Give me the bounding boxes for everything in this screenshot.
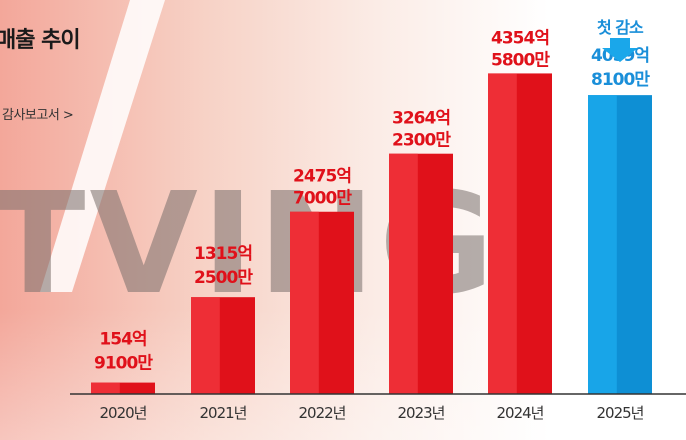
bar-highlight-3 bbox=[389, 153, 418, 394]
bar-highlight-2 bbox=[290, 211, 319, 394]
x-tick-label-4: 2024년 bbox=[497, 404, 544, 422]
value-label-line2-4: 5800만 bbox=[491, 50, 550, 70]
bar-highlight-5 bbox=[588, 95, 617, 395]
chart-title: 매출 추이 bbox=[0, 28, 81, 53]
bar-0 bbox=[91, 382, 155, 394]
x-tick-label-3: 2023년 bbox=[398, 404, 445, 422]
value-label-line2-0: 9100만 bbox=[94, 354, 153, 374]
x-tick-label-5: 2025년 bbox=[597, 404, 644, 422]
value-label-line1-3: 3264억 bbox=[392, 109, 450, 129]
source-link[interactable]: 감사보고서 > bbox=[2, 108, 74, 123]
x-tick-label-0: 2020년 bbox=[100, 404, 147, 422]
value-label-line2-3: 2300만 bbox=[392, 131, 451, 151]
bar-highlight-1 bbox=[191, 297, 220, 394]
x-tick-label-1: 2021년 bbox=[200, 404, 247, 422]
x-tick-label-2: 2022년 bbox=[299, 404, 346, 422]
value-label-line2-1: 2500만 bbox=[194, 268, 253, 288]
value-label-line1-2: 2475억 bbox=[293, 167, 351, 187]
annotation-first-decline: 첫 감소 bbox=[597, 18, 644, 37]
bar-highlight-0 bbox=[91, 382, 120, 394]
value-label-line2-5: 8100만 bbox=[591, 70, 650, 90]
value-label-line1-4: 4354억 bbox=[491, 28, 549, 48]
value-label-line1-1: 1315억 bbox=[194, 244, 252, 264]
bar-highlight-4 bbox=[488, 73, 517, 394]
down-arrow-icon bbox=[602, 38, 638, 62]
value-label-line2-2: 7000만 bbox=[293, 189, 352, 209]
value-label-line1-0: 154억 bbox=[99, 330, 146, 350]
